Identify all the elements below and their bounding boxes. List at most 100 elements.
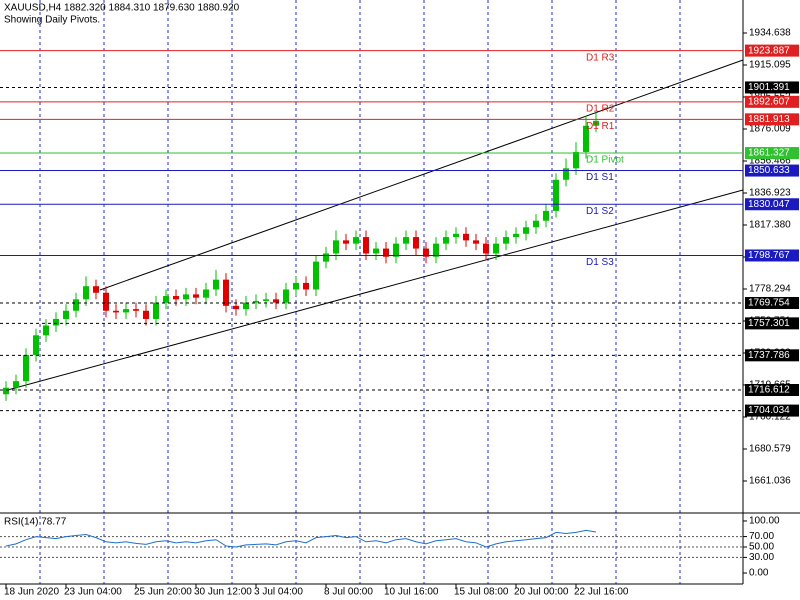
candle-body <box>453 233 459 238</box>
candle-body <box>143 310 149 319</box>
candle-body <box>173 296 179 300</box>
y-tick-label: 1661.036 <box>749 476 791 487</box>
x-tick-label: 20 Jul 00:00 <box>514 587 569 598</box>
pivot-label: D1 S1 <box>586 172 614 183</box>
level-label-box <box>745 113 799 126</box>
channel-lower <box>3 189 744 392</box>
level-label-box <box>745 383 799 396</box>
level-label: 1881.913 <box>748 114 790 125</box>
pivot-label: D1 Pivot <box>586 155 624 166</box>
rsi-y-tick-label: 70.00 <box>749 531 774 542</box>
y-tick-label: 1876.009 <box>749 124 791 135</box>
candle-body <box>553 179 559 211</box>
level-label: 1757.301 <box>748 318 790 329</box>
candle-body <box>523 227 529 234</box>
candle-body <box>323 253 329 262</box>
header-title: XAUUSD,H4 1882.320 1884.310 1879.630 188… <box>4 3 240 14</box>
candle-body <box>343 240 349 244</box>
candle-body <box>83 286 89 300</box>
rsi-title: RSI(14) 78.77 <box>4 517 67 528</box>
x-tick-label: 23 Jun 04:00 <box>64 587 122 598</box>
level-label-box <box>745 81 799 94</box>
x-tick-label: 15 Jul 08:00 <box>454 587 509 598</box>
candle-body <box>423 248 429 257</box>
y-tick-label: 1778.294 <box>749 284 791 295</box>
candle-body <box>223 279 229 306</box>
candle-body <box>233 305 239 310</box>
level-label: 1798.767 <box>748 250 790 261</box>
candle-body <box>183 294 189 300</box>
candle-body <box>33 335 39 355</box>
level-label: 1861.327 <box>748 148 790 159</box>
candle-body <box>383 248 389 257</box>
pivot-label: D1 R1 <box>586 121 615 132</box>
candle-body <box>463 233 469 241</box>
candle-body <box>3 387 9 395</box>
level-label-box <box>745 95 799 108</box>
candle-body <box>23 354 29 382</box>
vertical-grid <box>39 0 681 584</box>
candle-body <box>493 243 499 254</box>
rsi-line <box>5 529 597 548</box>
candle-body <box>263 299 269 301</box>
pivot-label: D1 S2 <box>586 206 614 217</box>
pivot-label: D1 R3 <box>586 52 615 63</box>
level-label: 1737.786 <box>748 350 790 361</box>
candle-body <box>413 237 419 249</box>
rsi-y-tick-label: 100.00 <box>749 516 780 527</box>
candle-body <box>403 237 409 244</box>
candle-body <box>393 243 399 257</box>
candle-body <box>593 120 599 126</box>
y-tick-label: 1856.466 <box>749 156 791 167</box>
level-label: 1850.633 <box>748 165 790 176</box>
level-label: 1901.391 <box>748 82 790 93</box>
candle-body <box>313 261 319 290</box>
level-label: 1704.034 <box>748 405 790 416</box>
candle-body <box>253 300 259 303</box>
level-label-box <box>745 296 799 309</box>
candle-body <box>373 248 379 254</box>
candle-body <box>573 151 579 169</box>
rsi-y-tick-label: 0.00 <box>749 568 769 579</box>
candle-body <box>333 240 339 254</box>
candle-body <box>363 237 369 254</box>
channel-upper <box>99 59 744 291</box>
candle-body <box>63 310 69 319</box>
candle-body <box>563 168 569 180</box>
candle-body <box>513 233 519 238</box>
candle-body <box>483 243 489 254</box>
y-tick-label: 1817.380 <box>749 220 791 231</box>
x-tick-label: 10 Jul 16:00 <box>384 587 439 598</box>
candle-body <box>153 302 159 319</box>
candle-body <box>93 286 99 293</box>
candle-body <box>53 318 59 326</box>
candle-body <box>503 237 509 244</box>
level-label-box <box>745 147 799 160</box>
candle-body <box>43 325 49 336</box>
candle-body <box>13 381 19 388</box>
level-label-box <box>745 198 799 211</box>
y-tick-label: 1836.923 <box>749 188 791 199</box>
level-label-box <box>745 349 799 362</box>
x-tick-label: 8 Jul 00:00 <box>324 587 373 598</box>
candle-body <box>213 279 219 290</box>
candle-body <box>203 289 209 298</box>
candle-body <box>353 237 359 244</box>
candle-body <box>243 302 249 310</box>
x-tick-label: 25 Jun 20:00 <box>134 587 192 598</box>
candle-body <box>543 210 549 221</box>
candle-body <box>473 240 479 244</box>
x-tick-label: 18 Jun 2020 <box>4 587 59 598</box>
level-label: 1892.607 <box>748 96 790 107</box>
y-tick-label: 1680.579 <box>749 444 791 455</box>
candle-body <box>73 299 79 311</box>
level-label: 1716.612 <box>748 385 790 396</box>
rsi-y-tick-label: 50.00 <box>749 542 774 553</box>
y-tick-label: 1934.638 <box>749 28 791 39</box>
candle-body <box>303 282 309 290</box>
level-label-box <box>745 164 799 177</box>
y-tick-label: 1915.095 <box>749 60 791 71</box>
candle-body <box>283 289 289 303</box>
